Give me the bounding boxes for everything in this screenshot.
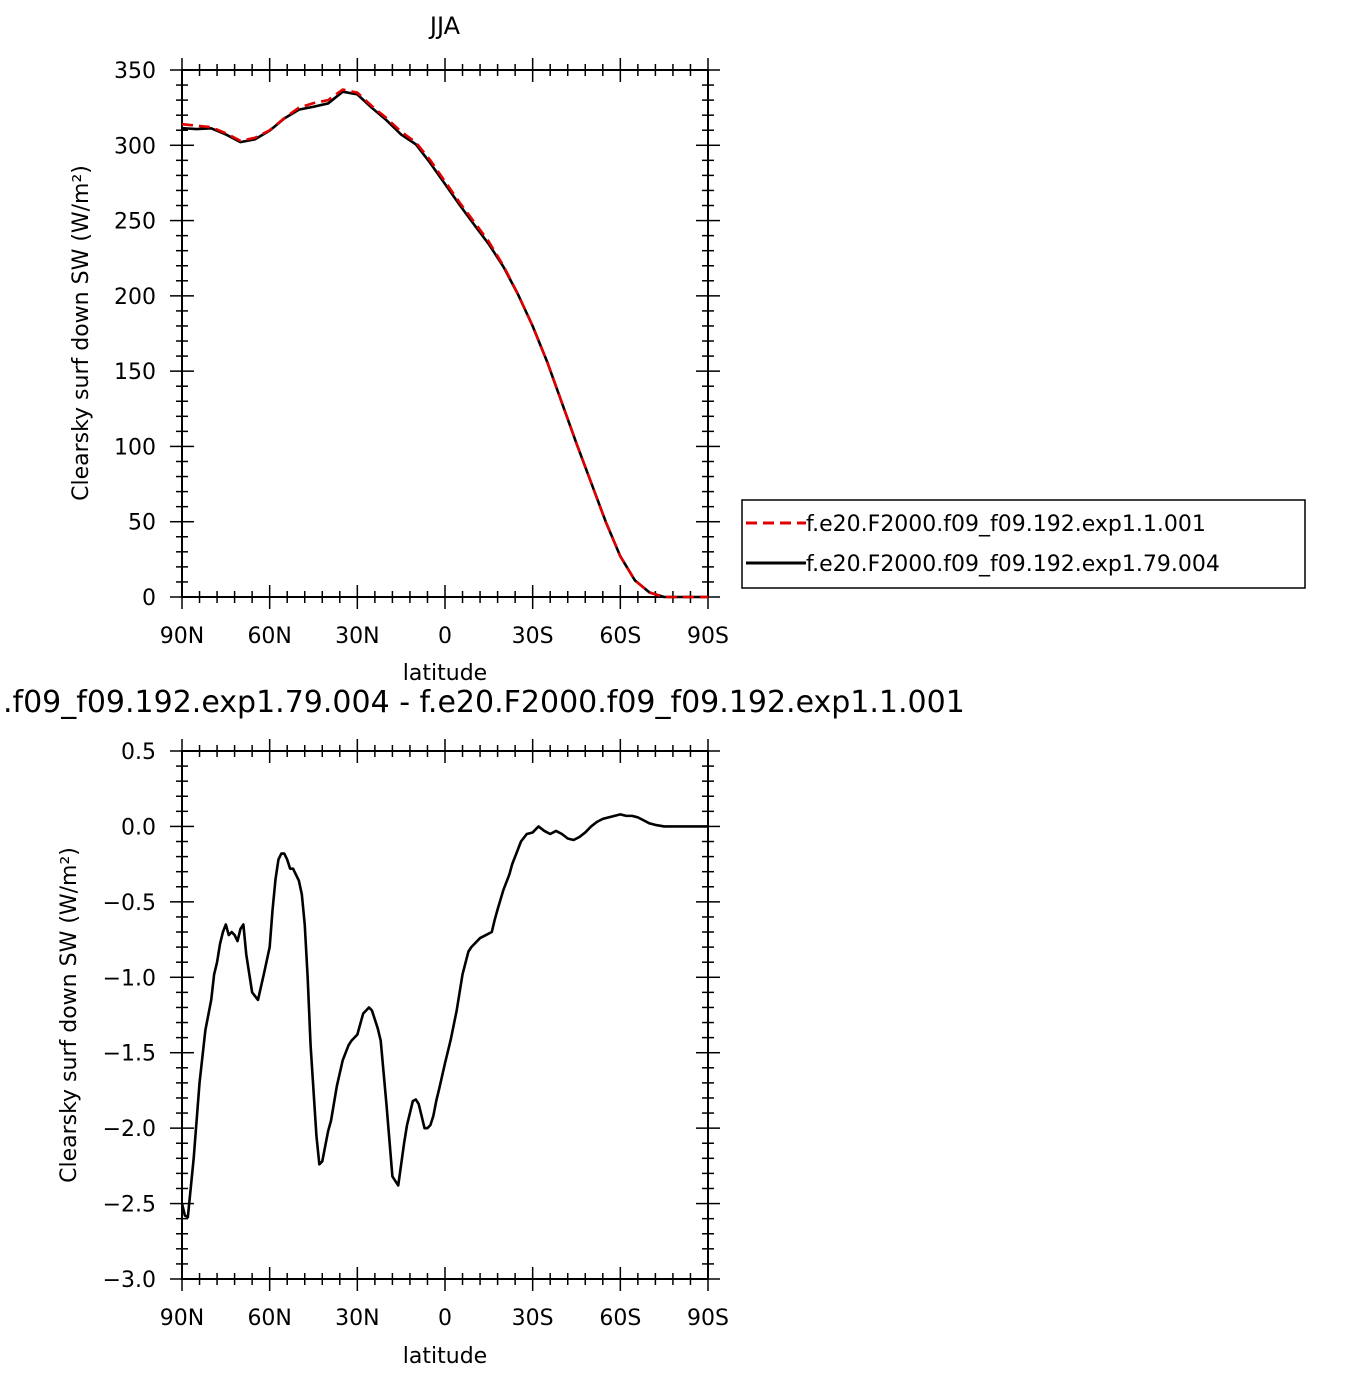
bottom-y-axis-title: Clearsky surf down SW (W/m²) <box>57 847 82 1183</box>
x-axis: 90N 60N 30N 0 30S 60S 90S <box>160 58 729 649</box>
top-plot-area: 90N 60N 30N 0 30S 60S 90S 0 50 100 150 200 250 300 350 <box>114 58 729 649</box>
bottom-chart-title: .f09_f09.192.exp1.79.004 - f.e20.F2000.f… <box>3 685 965 720</box>
x-tick-label: 60N <box>247 1306 291 1331</box>
y-axis: 0.5 0.0 −0.5 −1.0 −1.5 −2.0 −2.5 −3.0 <box>103 740 720 1293</box>
top-panel: JJA 90N 60N 30N 0 30S 60S 90S 0 50 100 150 200 250 30… <box>69 12 1306 686</box>
series-line-1 <box>181 90 708 599</box>
bottom-x-axis-title: latitude <box>403 1344 487 1369</box>
plot-frame <box>181 69 709 598</box>
y-tick-label: −1.5 <box>103 1042 156 1067</box>
y-tick-label: 0.5 <box>121 740 156 765</box>
y-tick-label: −2.0 <box>103 1117 156 1142</box>
y-tick-label: 50 <box>128 511 156 536</box>
legend: f.e20.F2000.f09_f09.192.exp1.1.001 f.e20… <box>741 499 1306 589</box>
y-tick-label: 150 <box>114 360 156 385</box>
top-x-axis-title: latitude <box>403 661 487 686</box>
series-line-2 <box>181 88 708 599</box>
top-chart-title: JJA <box>428 12 461 40</box>
y-tick-label: −0.5 <box>103 891 156 916</box>
bottom-panel: .f09_f09.192.exp1.79.004 - f.e20.F2000.f… <box>3 685 965 1369</box>
x-tick-label: 90N <box>160 624 204 649</box>
legend-label-series-1: f.e20.F2000.f09_f09.192.exp1.1.001 <box>806 512 1206 537</box>
x-tick-label: 90S <box>687 624 729 649</box>
legend-label-series-2: f.e20.F2000.f09_f09.192.exp1.79.004 <box>806 552 1220 577</box>
x-tick-label: 60N <box>247 624 291 649</box>
x-tick-label: 30N <box>335 1306 379 1331</box>
y-tick-label: 0 <box>142 586 156 611</box>
y-tick-label: 200 <box>114 285 156 310</box>
y-tick-label: 100 <box>114 435 156 460</box>
x-tick-label: 60S <box>599 624 641 649</box>
series-line-1 <box>180 813 708 1219</box>
top-y-axis-title: Clearsky surf down SW (W/m²) <box>69 165 94 501</box>
x-tick-label: 90N <box>160 1306 204 1331</box>
y-tick-label: −2.5 <box>103 1193 156 1218</box>
y-tick-label: 300 <box>114 134 156 159</box>
x-tick-label: 30S <box>512 624 554 649</box>
y-axis: 0 50 100 150 200 250 300 350 <box>114 59 720 611</box>
bottom-plot-area: 90N 60N 30N 0 30S 60S 90S 0.5 0.0 −0.5 −1.0 −1.5 −2.… <box>103 739 729 1331</box>
x-tick-label: 30N <box>335 624 379 649</box>
x-tick-label: 60S <box>599 1306 641 1331</box>
x-tick-label: 30S <box>512 1306 554 1331</box>
y-tick-label: 0.0 <box>121 815 156 840</box>
y-tick-label: −1.0 <box>103 966 156 991</box>
x-axis: 90N 60N 30N 0 30S 60S 90S <box>160 739 729 1331</box>
plot-frame <box>181 750 709 1280</box>
y-tick-label: 250 <box>114 210 156 235</box>
legend-box <box>741 499 1306 589</box>
y-tick-label: 350 <box>114 59 156 84</box>
x-tick-label: 90S <box>687 1306 729 1331</box>
y-tick-label: −3.0 <box>103 1268 156 1293</box>
x-tick-label: 0 <box>438 624 452 649</box>
x-tick-label: 0 <box>438 1306 452 1331</box>
